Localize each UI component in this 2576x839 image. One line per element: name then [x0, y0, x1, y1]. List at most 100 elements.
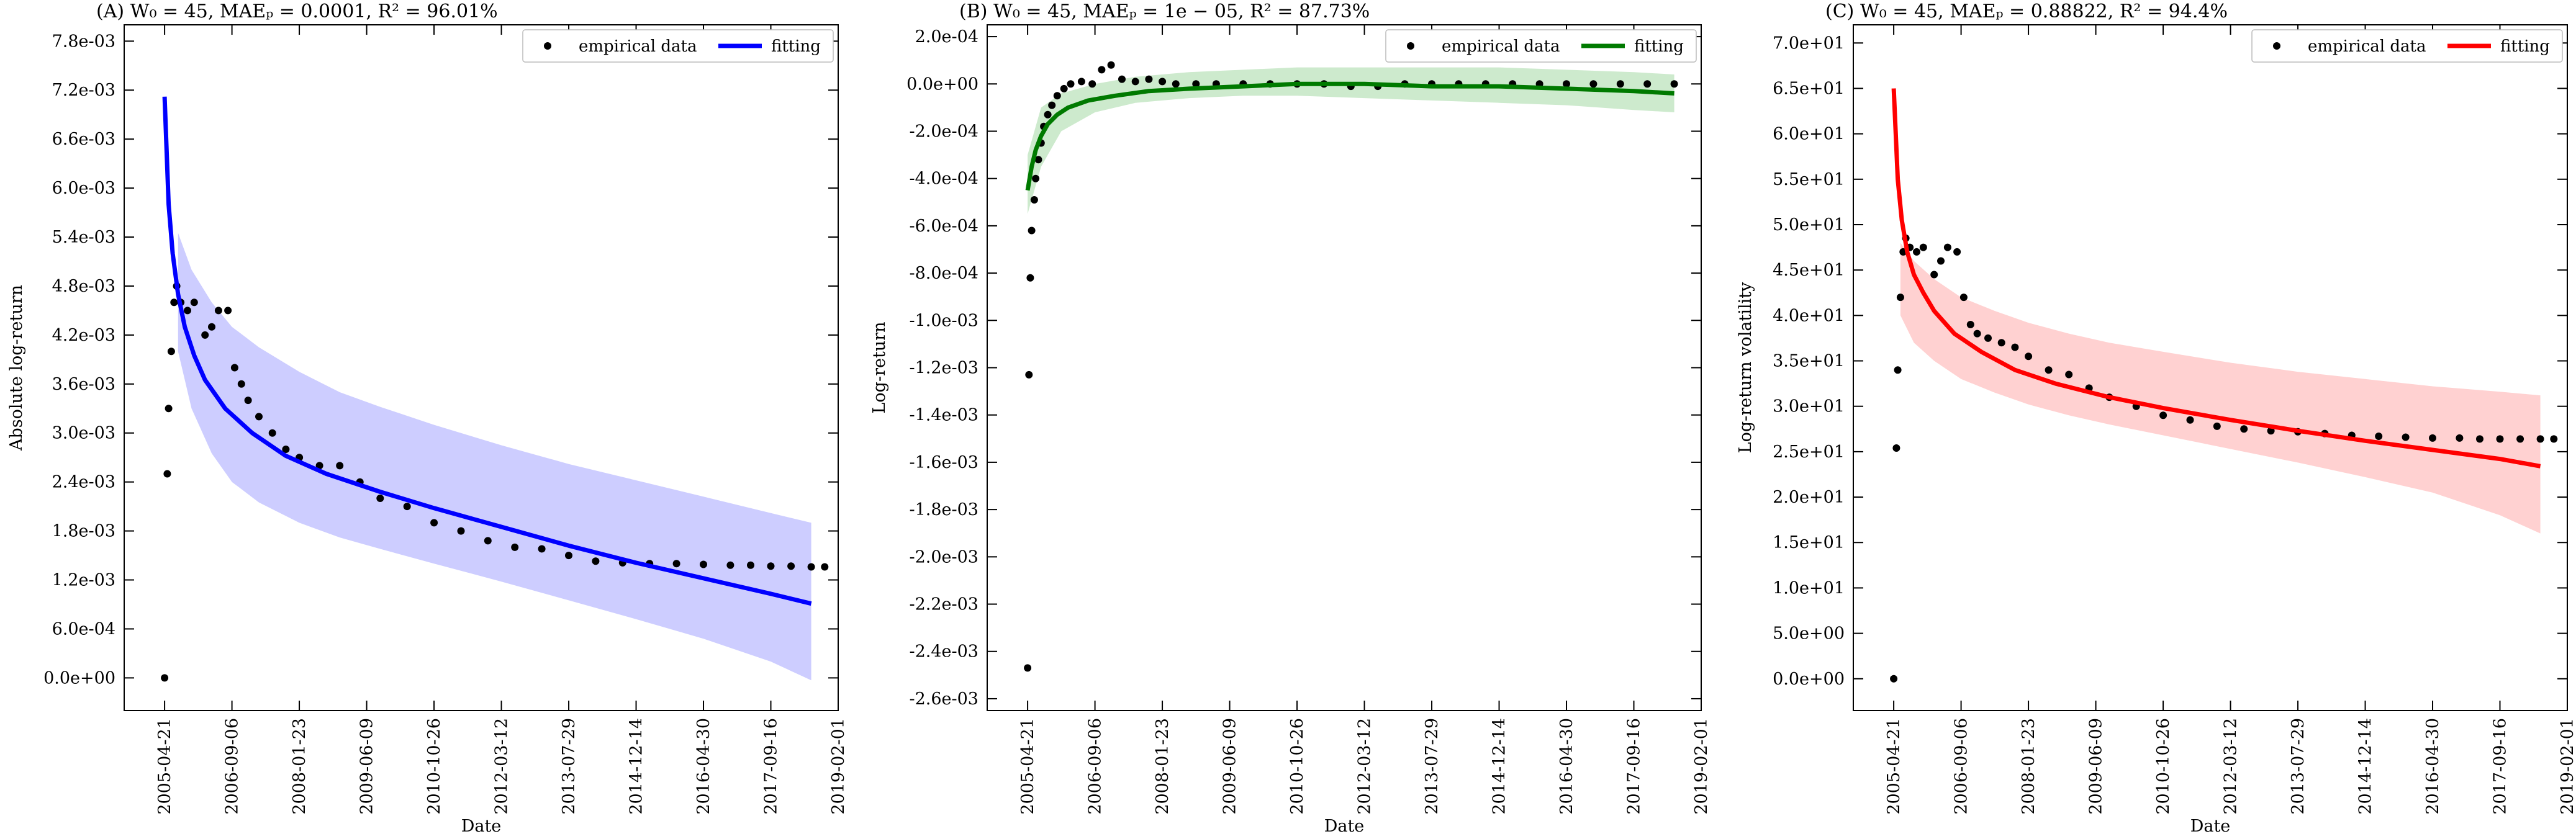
empirical-point: [1953, 248, 1961, 256]
empirical-point: [1107, 61, 1115, 69]
y-tick-label: 2.0e+01: [1773, 488, 1845, 507]
x-tick-label: 2008-01-23: [1153, 718, 1172, 815]
empirical-point: [1997, 339, 2005, 347]
empirical-point: [821, 563, 829, 571]
x-tick-label: 2016-04-30: [2423, 718, 2443, 815]
y-tick-label: -8.0e-04: [909, 264, 978, 283]
empirical-point: [1026, 274, 1034, 282]
y-tick-label: 0.0e+00: [43, 668, 115, 688]
empirical-point: [1919, 243, 1927, 251]
empirical-point: [2011, 343, 2019, 351]
x-tick-label: 2012-03-12: [492, 718, 512, 815]
legend-label: fitting: [2500, 37, 2550, 56]
empirical-point: [1131, 78, 1139, 86]
y-axis-label: Absolute log-return: [7, 285, 26, 451]
empirical-point: [1067, 80, 1075, 88]
x-tick-label: 2017-09-16: [1625, 718, 1644, 815]
empirical-point: [1032, 174, 1040, 182]
chart-panel-b: (B) W₀ = 45, MAEₚ = 1e − 05, R² = 87.73%…: [870, 1, 1711, 836]
x-tick-label: 2009-06-09: [2087, 718, 2106, 815]
y-tick-label: 6.6e-03: [52, 130, 115, 149]
x-tick-label: 2008-01-23: [2019, 718, 2038, 815]
y-tick-label: 5.0e+01: [1773, 215, 1845, 235]
empirical-point: [1098, 66, 1106, 74]
empirical-point: [1025, 370, 1033, 379]
empirical-point: [2240, 425, 2248, 433]
x-tick-label: 2006-09-06: [1086, 718, 1105, 815]
empirical-point: [244, 397, 252, 405]
empirical-point: [1030, 196, 1038, 204]
empirical-point: [1643, 80, 1652, 88]
legend: empirical data fitting: [522, 29, 834, 63]
y-axis-label: Log-return volatility: [1736, 282, 1755, 453]
y-tick-label: 7.0e+01: [1773, 34, 1845, 53]
empirical-point: [170, 298, 178, 307]
y-axis-label: Log-return: [870, 321, 889, 413]
empirical-point: [1159, 78, 1167, 86]
y-tick-label: 3.0e+01: [1773, 397, 1845, 416]
empirical-point: [807, 563, 815, 571]
x-tick-label: 2019-02-01: [829, 718, 848, 815]
empirical-point: [1077, 78, 1085, 86]
x-tick-label: 2005-04-21: [155, 718, 174, 815]
empirical-point: [511, 543, 519, 551]
y-tick-label: 3.5e+01: [1773, 352, 1845, 371]
empirical-point: [1973, 330, 1981, 338]
y-tick-label: 5.0e+00: [1773, 624, 1845, 644]
empirical-point: [1563, 80, 1570, 88]
y-tick-label: 5.5e+01: [1773, 170, 1845, 189]
empirical-point: [315, 462, 323, 470]
empirical-point: [1896, 294, 1904, 302]
empirical-point: [1943, 243, 1951, 251]
empirical-point: [1670, 80, 1678, 88]
x-tick-label: 2017-09-16: [762, 718, 781, 815]
plot-frame: [124, 24, 839, 711]
empirical-point: [1028, 227, 1036, 235]
empirical-point: [2429, 434, 2436, 442]
x-tick-label: 2005-04-21: [1018, 718, 1037, 815]
empirical-point: [403, 503, 411, 511]
x-tick-label: 2012-03-12: [2221, 718, 2241, 815]
empirical-point: [538, 545, 546, 553]
empirical-point: [1034, 156, 1042, 164]
chart-panel-c: (C) W₀ = 45, MAEₚ = 0.88822, R² = 94.4% 0…: [1736, 1, 2576, 836]
empirical-point: [2186, 416, 2194, 424]
x-axis-label: Date: [1324, 817, 1365, 836]
y-tick-label: 1.5e+01: [1773, 533, 1845, 552]
y-tick-label: 1.8e-03: [52, 522, 115, 541]
x-tick-label: 2006-09-06: [1952, 718, 1971, 815]
confidence-band: [1900, 243, 2541, 534]
x-tick-label: 2014-12-14: [1490, 718, 1509, 815]
y-tick-label: -6.0e-04: [909, 217, 978, 236]
legend-box: [2251, 29, 2563, 63]
empirical-point: [565, 552, 572, 560]
y-tick-label: -1.2e-03: [909, 359, 978, 378]
x-tick-label: 2019-02-01: [2558, 718, 2576, 815]
empirical-point: [2550, 435, 2558, 443]
y-tick-label: 6.0e-04: [52, 619, 115, 639]
x-tick-label: 2012-03-12: [1355, 718, 1375, 815]
empirical-point: [747, 561, 754, 569]
empirical-point: [787, 562, 795, 570]
x-tick-label: 2013-07-29: [559, 718, 579, 815]
empirical-point: [1172, 80, 1180, 88]
empirical-point: [1060, 84, 1068, 92]
empirical-point: [484, 537, 492, 545]
y-tick-label: 2.0e-04: [915, 27, 978, 47]
x-tick-label: 2005-04-21: [1884, 718, 1904, 815]
legend-label: fitting: [1634, 37, 1684, 56]
y-tick-label: 3.6e-03: [52, 375, 115, 394]
confidence-band: [1028, 67, 1674, 214]
x-tick-label: 2014-12-14: [2356, 718, 2375, 815]
empirical-point: [2045, 366, 2053, 374]
legend: empirical data fitting: [1385, 29, 1697, 63]
y-tick-label: 1.0e+01: [1773, 578, 1845, 598]
y-tick-label: -1.6e-03: [909, 453, 978, 472]
y-tick-label: 2.4e-03: [52, 473, 115, 492]
x-tick-label: 2010-10-26: [2154, 718, 2173, 815]
y-tick-label: 2.5e+01: [1773, 442, 1845, 462]
empirical-point: [1959, 294, 1968, 302]
empirical-point: [1894, 366, 1902, 374]
y-tick-label: -2.4e-03: [909, 642, 978, 662]
legend-label: fitting: [771, 37, 821, 56]
